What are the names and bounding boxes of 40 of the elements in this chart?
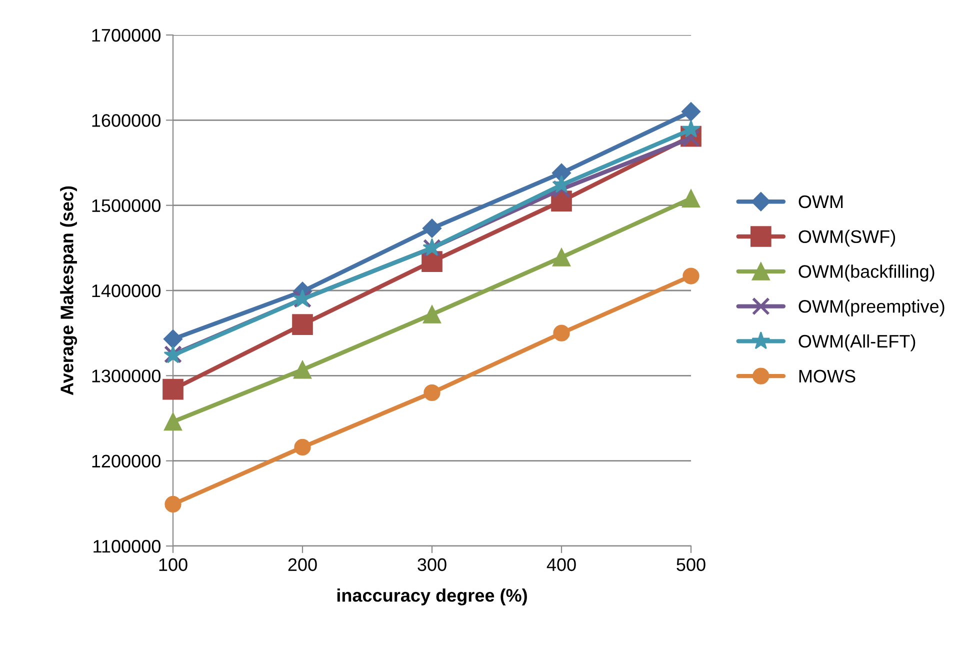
y-tick-label: 1200000 [92, 454, 160, 468]
legend-label: MOWS [799, 370, 856, 383]
point [552, 248, 571, 266]
point [552, 175, 571, 193]
point [164, 412, 182, 431]
y-tick-label: 1600000 [92, 114, 160, 127]
y-tick-label: 1500000 [92, 199, 160, 212]
x-tick-label: 400 [546, 558, 576, 572]
point [294, 438, 311, 456]
point [552, 180, 571, 198]
point [424, 384, 440, 402]
x-axis-title: inaccuracy degree (%) [337, 588, 527, 606]
y-tick-label: 1400000 [92, 284, 160, 298]
legend-label: OWM(All-EFT) [798, 334, 916, 352]
y-axis-title: Average Makespan (sec) [60, 186, 78, 396]
legend-label: OWM(preemptive) [798, 300, 944, 316]
point [682, 268, 700, 284]
x-tick-label: 500 [676, 558, 706, 572]
point [163, 330, 183, 349]
y-tick-label: 1100000 [94, 540, 160, 553]
point [422, 218, 442, 238]
point [682, 129, 700, 148]
point [164, 496, 182, 513]
legend-label: OWM(backfilling) [798, 264, 934, 282]
x-tick-label: 100 [159, 558, 188, 572]
point [681, 102, 701, 122]
y-tick-label: 1300000 [92, 370, 160, 382]
point [682, 120, 700, 138]
point [552, 163, 572, 183]
legend-label: OWM [798, 195, 843, 208]
x-tick-label: 300 [418, 558, 446, 572]
point [292, 314, 313, 335]
point [553, 324, 570, 342]
point [682, 189, 700, 208]
point [293, 360, 312, 379]
x-tick-label: 200 [288, 558, 317, 572]
point [162, 378, 184, 400]
legend-label: OWM(SWF) [798, 230, 896, 247]
y-tick-label: 1700000 [92, 28, 160, 42]
point [422, 305, 442, 324]
